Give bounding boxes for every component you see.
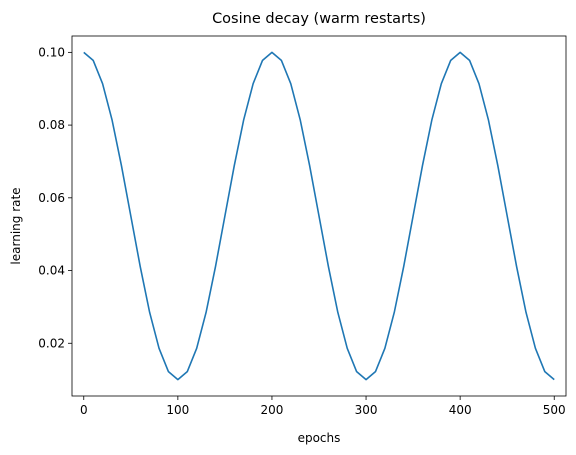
x-tick-label: 500 [543,403,566,417]
x-tick-label: 400 [449,403,472,417]
y-tick-label: 0.10 [38,45,65,59]
x-tick-label: 0 [80,403,88,417]
y-tick-label: 0.04 [38,264,65,278]
y-axis-label: learning rate [9,187,23,264]
y-tick-label: 0.02 [38,336,65,350]
y-tick-label: 0.06 [38,191,65,205]
plot-area: 0 100 200 300 400 500 0.02 0.04 0.06 0.08 0.10 [38,35,567,417]
chart-title: Cosine decay (warm restarts) [212,11,426,27]
x-tick-label: 100 [166,403,189,417]
x-axis-label: epochs [298,431,341,445]
x-tick-label: 300 [355,403,378,417]
plot-frame [71,35,567,397]
x-tick-label: 200 [260,403,283,417]
y-tick-label: 0.08 [38,118,65,132]
series-line-0 [83,51,555,381]
